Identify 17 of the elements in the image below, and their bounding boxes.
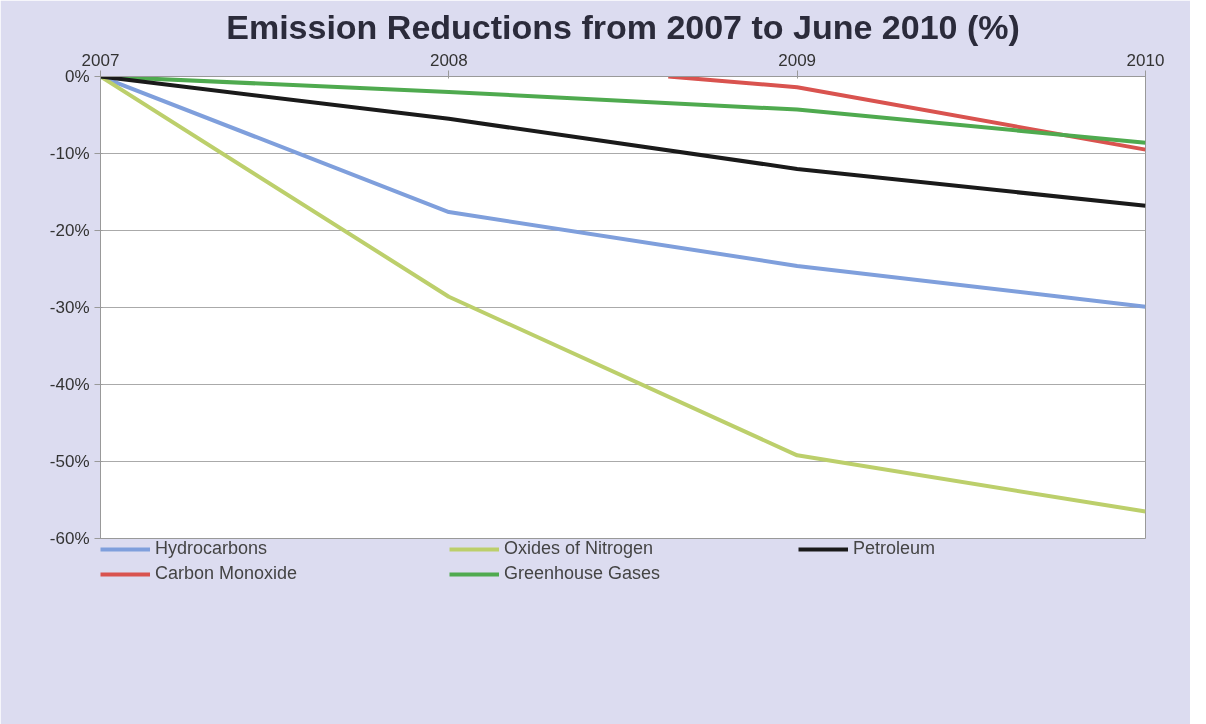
legend-label: Hydrocarbons [155,538,269,559]
x-tick-label: 2008 [429,50,468,70]
y-tick-label: -60% [49,529,90,548]
y-tick-label: 0% [64,67,90,86]
chart-title: Emission Reductions from 2007 to June 2010 (%) [226,7,1020,46]
x-tick-label: 2009 [778,50,817,70]
y-tick-label: -50% [49,452,90,471]
legend-label: Oxides of Nitrogen [504,538,655,559]
y-tick-label: -30% [49,298,90,317]
x-tick-label: 2007 [81,50,120,70]
x-tick-label: 2010 [1126,50,1165,70]
y-tick-label: -40% [49,375,90,394]
legend-label: Carbon Monoxide [155,563,299,584]
legend-label: Petroleum [853,538,937,559]
y-tick-label: -10% [49,144,90,163]
y-tick-label: -20% [49,221,90,240]
legend-label: Greenhouse Gases [504,563,662,584]
